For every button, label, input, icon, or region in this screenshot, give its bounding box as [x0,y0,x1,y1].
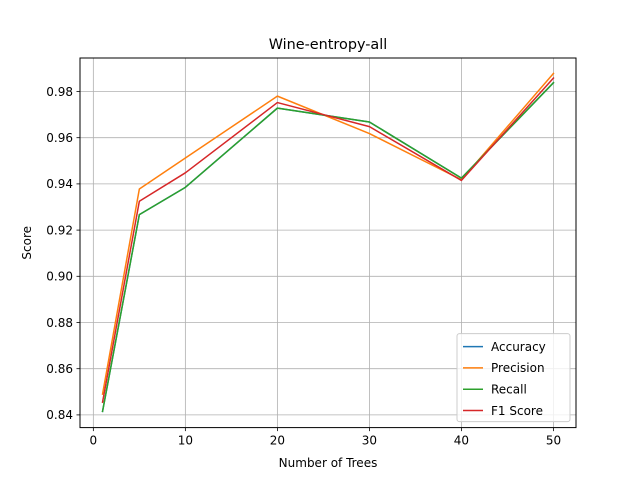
y-axis-label: Score [20,226,34,260]
x-tick-label: 20 [270,434,285,448]
legend-box [456,333,571,423]
y-tick-label: 0.96 [46,131,73,145]
series-line-f1-score [101,77,555,404]
plot-frame [79,57,577,429]
chart-title: Wine-entropy-all [269,37,388,53]
y-tick-label: 0.92 [46,223,73,237]
x-tick-label: 50 [546,434,561,448]
axes: 0 10 20 30 40 50 0.84 0.86 0.88 0.90 0.92 0.94 0.96 0… [46,85,561,448]
x-tick-label: 40 [454,434,469,448]
y-tick-label: 0.88 [46,316,73,330]
series-line-recall [101,81,555,413]
y-tick-label: 0.94 [46,177,73,191]
y-tick-label: 0.86 [46,362,73,376]
legend-label-recall: Recall [491,383,527,397]
y-tick-label: 0.90 [46,270,73,284]
x-tick-label: 30 [362,434,377,448]
y-tick-label: 0.98 [46,85,73,99]
plot-lines [101,72,555,413]
y-tick-label: 0.84 [46,408,73,422]
legend-label-precision: Precision [491,361,545,375]
grid [80,58,576,428]
legend-label-accuracy: Accuracy [491,340,546,354]
x-axis-label: Number of Trees [279,456,378,470]
legend: Accuracy Precision Recall F1 Score [456,333,571,423]
x-tick-label: 10 [178,434,193,448]
legend-label-f1-score: F1 Score [491,404,543,418]
x-tick-label: 0 [90,434,98,448]
